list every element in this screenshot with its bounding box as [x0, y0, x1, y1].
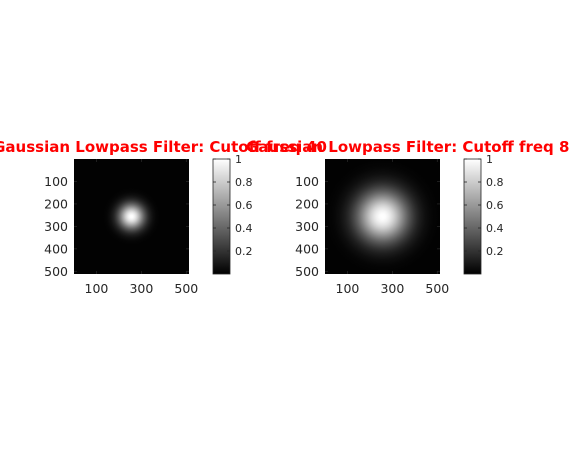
x-tick-label: 300 — [380, 281, 404, 296]
chart-title: Gaussian Lowpass Filter: Cutoff freq 40 — [0, 138, 327, 156]
y-tick-label: 400 — [44, 241, 68, 256]
x-tick-label: 500 — [174, 281, 198, 296]
colorbar-tick-label: 1 — [235, 153, 242, 166]
filter-image — [325, 159, 440, 274]
colorbar-tick-label: 0.4 — [235, 222, 253, 235]
colorbar — [212, 158, 231, 275]
y-tick-label: 300 — [295, 219, 319, 234]
y-tick-label: 200 — [44, 196, 68, 211]
y-tick-label: 300 — [44, 219, 68, 234]
colorbar-tick-label: 0.6 — [235, 199, 253, 212]
colorbar-tick-label: 0.6 — [486, 199, 504, 212]
panel-2: 100 300 500 100 200 300 400 500 0.2 0.4 0.6 0.8 1Gau… — [246, 138, 570, 296]
x-tick-label: 100 — [336, 281, 360, 296]
chart-title: Gaussian Lowpass Filter: Cutoff freq 80 — [246, 138, 570, 156]
filter-image — [74, 159, 189, 274]
y-tick-label: 500 — [44, 264, 68, 279]
colorbar — [463, 158, 482, 275]
y-tick-label: 200 — [295, 196, 319, 211]
colorbar-tick-label: 0.4 — [486, 222, 504, 235]
x-tick-label: 100 — [85, 281, 109, 296]
colorbar-tick-label: 0.8 — [235, 176, 253, 189]
y-tick-label: 100 — [295, 174, 319, 189]
colorbar-tick-label: 0.2 — [486, 245, 504, 258]
colorbar-tick-label: 0.2 — [235, 245, 253, 258]
panel-1: 100 300 500 100 200 300 400 500 0.2 0.4 0.6 0.8 1Gau… — [0, 138, 327, 296]
colorbar-tick-label: 1 — [486, 153, 493, 166]
y-tick-label: 500 — [295, 264, 319, 279]
x-tick-label: 300 — [129, 281, 153, 296]
colorbar-tick-label: 0.8 — [486, 176, 504, 189]
y-tick-label: 100 — [44, 174, 68, 189]
x-tick-label: 500 — [425, 281, 449, 296]
y-tick-label: 400 — [295, 241, 319, 256]
